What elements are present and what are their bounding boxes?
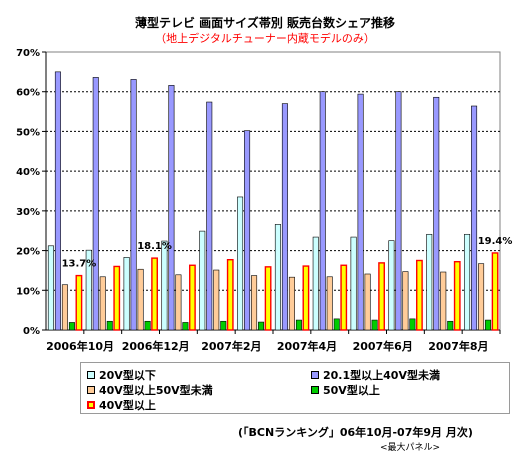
bar (333, 318, 340, 331)
x-tick-label: 2007年4月 (277, 339, 337, 353)
bar (447, 320, 454, 331)
legend-swatch (311, 386, 319, 394)
bar (258, 321, 265, 331)
bar (151, 257, 158, 331)
bar (388, 240, 395, 331)
bar (199, 230, 206, 331)
bar (264, 266, 272, 331)
legend-label: 40V型以上50V型未満 (99, 384, 213, 397)
bar (106, 320, 113, 331)
bar (99, 276, 106, 331)
legend-item-20v-under: 20V型以下 (87, 367, 156, 383)
bar (61, 284, 68, 331)
bar (144, 320, 151, 331)
bar (485, 319, 492, 331)
bar (426, 233, 433, 331)
data-label: 13.7% (62, 259, 97, 270)
bar (274, 224, 281, 331)
bar (168, 85, 175, 331)
chart-title: 薄型テレビ 画面サイズ帯別 販売台数シェア推移 (135, 16, 395, 30)
legend-swatch (311, 371, 319, 379)
bar (182, 322, 189, 331)
panel-note: <最大パネル> (380, 443, 441, 453)
bar (47, 245, 54, 331)
bar (453, 260, 461, 331)
legend-label: 20.1型以上40V型未満 (323, 369, 440, 382)
bar (409, 318, 416, 331)
x-tick-label: 2007年6月 (353, 339, 413, 353)
bar (357, 93, 364, 331)
bar (68, 322, 75, 331)
bar (350, 236, 357, 331)
source-note: (「BCNランキング」06年10月-07年9月 月次) (238, 426, 473, 439)
data-label: 18.1% (137, 241, 172, 252)
bar (371, 319, 378, 331)
y-tick-label: 50% (16, 127, 40, 138)
legend-item-40-50v: 40V型以上50V型未満 (87, 382, 213, 398)
bar (213, 269, 220, 331)
bar (312, 236, 319, 331)
bar (326, 276, 333, 331)
legend-swatch (87, 371, 95, 379)
legend: 20V型以下 20.1型以上40V型未満 40V型以上50V型未満 50V型以上… (80, 362, 510, 414)
bar (161, 240, 168, 331)
y-tick-label: 10% (16, 286, 40, 297)
x-tick-label: 2006年12月 (122, 339, 190, 353)
bar (206, 101, 213, 331)
bar (113, 265, 121, 331)
bar (237, 196, 244, 331)
legend-label: 50V型以上 (323, 384, 380, 397)
bar (175, 274, 182, 331)
bar (54, 71, 61, 331)
bar (123, 257, 130, 331)
bar (75, 274, 83, 331)
bar (471, 105, 478, 331)
y-tick-label: 30% (16, 207, 40, 218)
bar (378, 262, 385, 331)
legend-swatch (87, 386, 95, 394)
bar (85, 249, 92, 331)
legend-item-20-40v: 20.1型以上40V型未満 (311, 367, 440, 383)
bar (137, 268, 144, 331)
bar (189, 264, 196, 331)
legend-label: 20V型以下 (99, 369, 156, 382)
legend-item-40v-over: 40V型以上 (87, 397, 156, 413)
bar (478, 263, 485, 331)
bar (416, 259, 423, 331)
bar (340, 264, 348, 331)
y-tick-label: 0% (23, 326, 40, 337)
x-tick-label: 2006年10月 (46, 339, 114, 353)
bar (440, 271, 447, 331)
y-tick-label: 40% (16, 167, 40, 178)
bar (226, 259, 234, 331)
bar (92, 77, 99, 331)
bar (395, 91, 402, 331)
legend-label: 40V型以上 (99, 399, 156, 412)
bar (288, 276, 295, 331)
data-label: 19.4% (478, 236, 513, 247)
bar (281, 103, 288, 331)
legend-item-50v-over: 50V型以上 (311, 382, 380, 398)
y-tick-label: 60% (16, 88, 40, 99)
chart-subtitle: （地上デジタルチューナー内蔵モデルのみ） (155, 32, 375, 45)
bar (319, 91, 326, 331)
bar-chart: 0% 10% 20% 30% 40% 50% 60% 70% 2006年10月 2006年12月 2… (16, 48, 513, 353)
bar (491, 252, 499, 331)
bar (130, 79, 137, 331)
x-tick-label: 2007年8月 (428, 339, 488, 353)
bar (364, 273, 371, 331)
bar (402, 271, 409, 331)
bar (302, 265, 310, 331)
legend-swatch (87, 401, 95, 409)
bar (251, 275, 258, 331)
bar (220, 320, 227, 331)
bar (244, 130, 251, 331)
plot-area (45, 51, 501, 331)
bar (295, 319, 302, 331)
bar (464, 233, 471, 331)
y-tick-label: 20% (16, 247, 40, 258)
bar (433, 96, 440, 331)
x-tick-label: 2007年2月 (201, 339, 261, 353)
y-tick-label: 70% (16, 48, 40, 59)
